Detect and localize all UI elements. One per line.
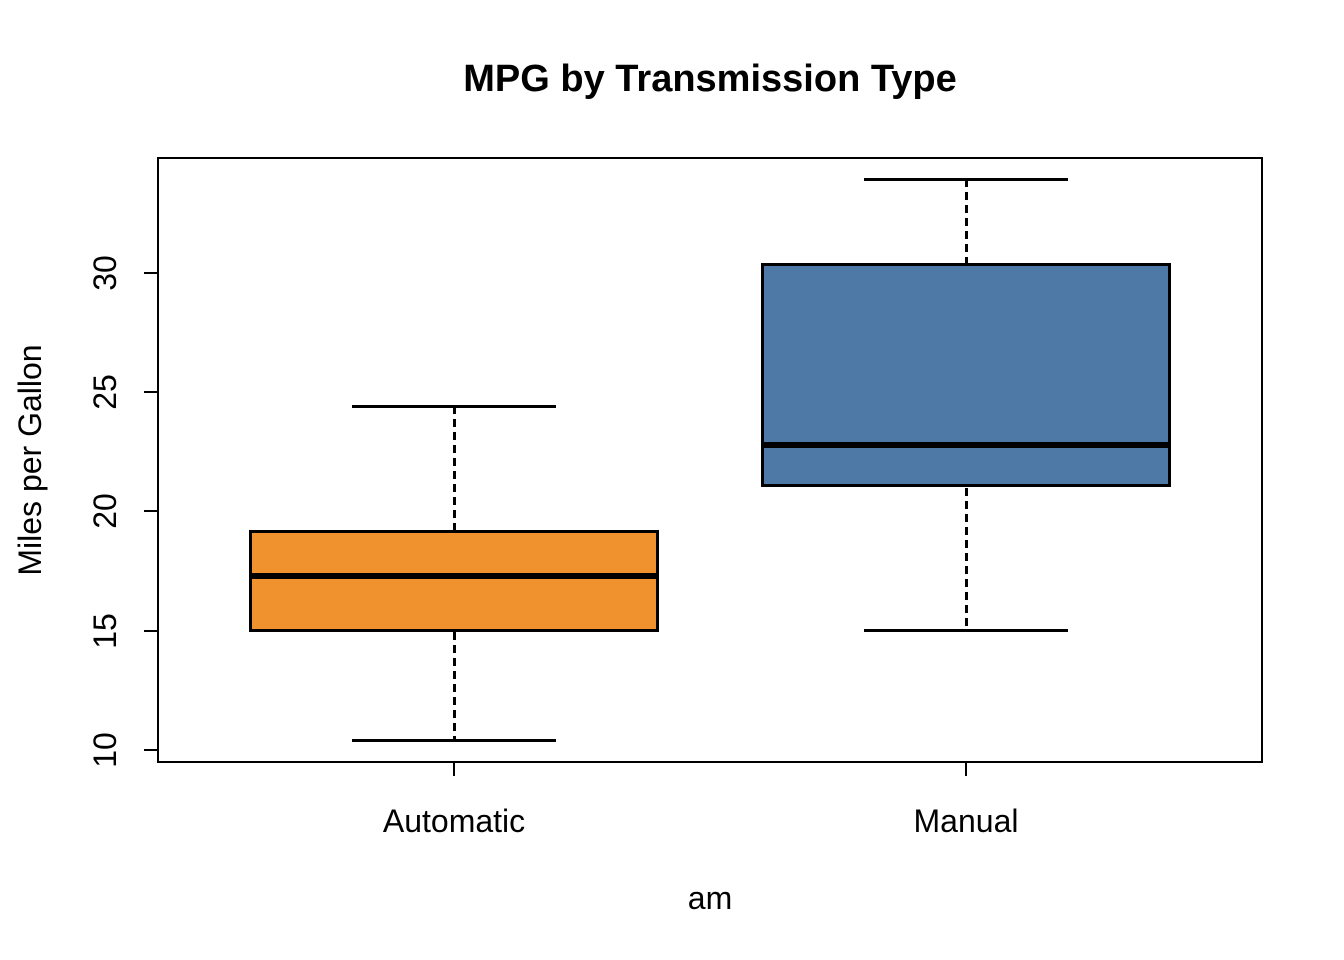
y-tick <box>144 391 157 393</box>
upper-whisker-cap-automatic <box>351 404 557 408</box>
median-line-automatic <box>249 572 659 579</box>
x-axis-title: am <box>687 880 733 916</box>
x-tick-automatic <box>453 763 455 776</box>
y-tick-label: 30 <box>87 254 123 291</box>
y-tick <box>144 271 157 274</box>
box-manual <box>761 263 1171 488</box>
x-tick-label-automatic: Automatic <box>382 803 526 839</box>
x-tick-label-manual: Manual <box>913 803 1019 839</box>
x-tick-manual <box>965 763 967 776</box>
lower-whisker-line-manual <box>964 487 968 631</box>
lower-whisker-cap-automatic <box>351 739 557 743</box>
y-tick <box>144 629 157 632</box>
median-line-manual <box>761 441 1171 448</box>
y-tick <box>144 510 157 513</box>
upper-whisker-line-manual <box>964 179 968 263</box>
upper-whisker-line-automatic <box>452 406 456 531</box>
y-axis-title: Miles per Gallon <box>12 344 48 576</box>
lower-whisker-cap-manual <box>863 629 1069 633</box>
y-tick <box>144 749 157 752</box>
chart-title: MPG by Transmission Type <box>463 58 957 100</box>
lower-whisker-line-automatic <box>452 631 456 741</box>
box-automatic <box>249 530 659 632</box>
upper-whisker-cap-manual <box>863 177 1069 181</box>
